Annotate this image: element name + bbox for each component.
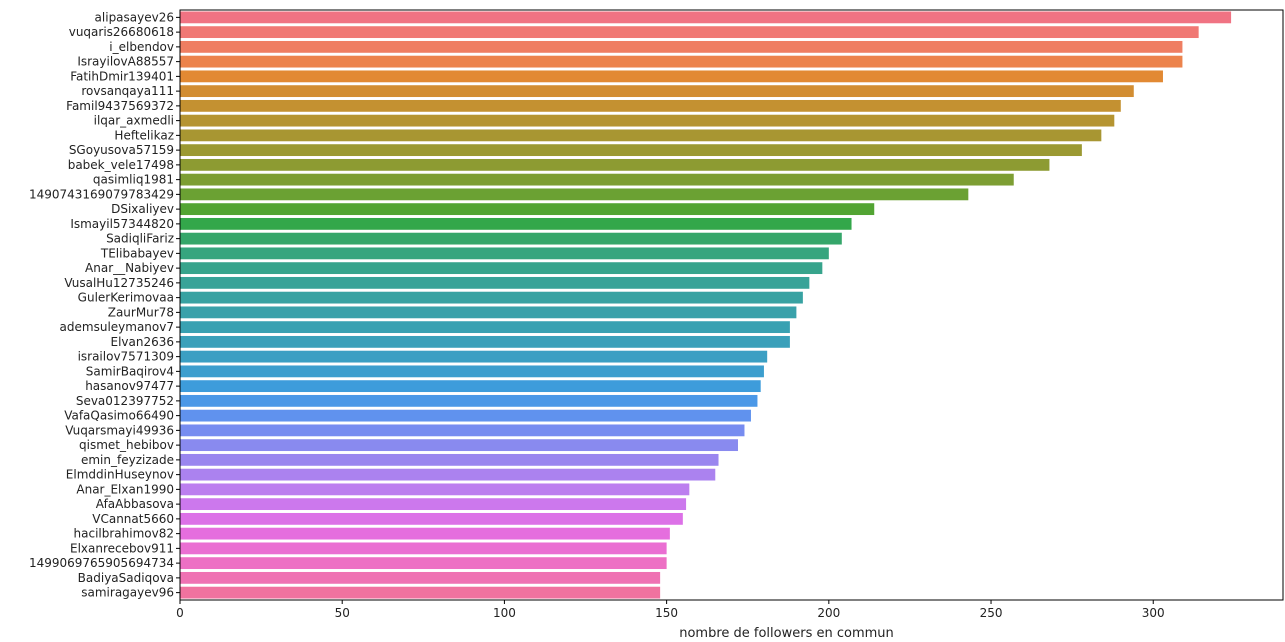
y-tick-label: qasimliq1981 <box>93 173 174 187</box>
y-tick-label: Elvan2636 <box>110 335 174 349</box>
y-tick-label: GulerKerimovaa <box>78 291 174 305</box>
y-tick-label: ElmddinHuseynov <box>66 468 174 482</box>
y-tick-label: Seva012397752 <box>76 394 174 408</box>
y-tick-label: Ismayil57344820 <box>70 217 174 231</box>
bar <box>180 380 761 393</box>
bar <box>180 571 661 584</box>
bar <box>180 40 1183 53</box>
bar <box>180 85 1134 98</box>
x-tick-label: 100 <box>493 606 516 620</box>
y-tick-label: VusalHu12735246 <box>64 276 174 290</box>
bar <box>180 394 758 407</box>
x-axis-label: nombre de followers en commun <box>679 626 894 641</box>
bar <box>180 217 852 230</box>
bar <box>180 114 1115 127</box>
y-tick-label: Famil9437569372 <box>66 99 174 113</box>
y-tick-label: VCannat5660 <box>92 512 174 526</box>
y-tick-label: rovsanqaya111 <box>81 84 174 98</box>
y-tick-label: alipasayev26 <box>95 10 174 24</box>
bar <box>180 453 719 466</box>
bar <box>180 203 875 216</box>
bar <box>180 55 1183 68</box>
bar <box>180 424 745 437</box>
bar <box>180 144 1082 157</box>
bar <box>180 365 764 378</box>
y-tick-label: TElibabayev <box>100 246 174 260</box>
x-tick-label: 300 <box>1142 606 1165 620</box>
y-tick-label: VafaQasimo66490 <box>64 409 174 423</box>
bar <box>180 350 768 363</box>
bar <box>180 158 1050 171</box>
bar <box>180 232 842 245</box>
x-tick-label: 250 <box>980 606 1003 620</box>
y-tick-label: hasanov97477 <box>85 379 174 393</box>
bar <box>180 70 1163 83</box>
bar <box>180 527 670 540</box>
bar <box>180 557 667 570</box>
y-tick-label: SGoyusova57159 <box>69 143 174 157</box>
bar <box>180 276 810 289</box>
y-tick-label: Elxanrecebov911 <box>70 541 174 555</box>
y-tick-label: ademsuleymanov7 <box>60 320 174 334</box>
y-tick-label: i_elbendov <box>109 40 174 54</box>
y-tick-label: Anar_Elxan1990 <box>76 482 174 496</box>
bar <box>180 11 1232 24</box>
bar <box>180 498 687 511</box>
x-tick-label: 150 <box>655 606 678 620</box>
y-tick-label: hacilbrahimov82 <box>74 527 174 541</box>
y-tick-label: IsrayilovA88557 <box>77 55 174 69</box>
x-tick-label: 50 <box>335 606 350 620</box>
y-tick-label: FatihDmir139401 <box>70 69 174 83</box>
y-tick-label: 1499069765905694734 <box>29 556 174 570</box>
y-tick-label: ilqar_axmedli <box>94 114 174 128</box>
bar <box>180 291 803 304</box>
y-tick-label: vuqaris26680618 <box>69 25 174 39</box>
bar <box>180 306 797 319</box>
y-tick-label: israilov7571309 <box>78 350 174 364</box>
bar <box>180 247 829 260</box>
bar <box>180 542 667 555</box>
bar <box>180 26 1199 39</box>
x-tick-labels: 0 50 100 150 200 250 300 <box>176 600 1165 620</box>
y-tick-label: qismet_hebibov <box>79 438 174 452</box>
y-tick-label: BadiyaSadiqova <box>78 571 174 585</box>
x-tick-label: 0 <box>176 606 184 620</box>
y-tick-label: SadiqliFariz <box>106 232 174 246</box>
bar-group <box>180 11 1232 599</box>
bar <box>180 439 738 452</box>
bar <box>180 512 683 525</box>
y-tick-label: Vuqarsmayi49936 <box>65 423 174 437</box>
bar <box>180 262 823 275</box>
bar <box>180 483 690 496</box>
y-tick-label: AfaAbbasova <box>96 497 174 511</box>
bar <box>180 321 790 334</box>
bar <box>180 335 790 348</box>
bar <box>180 409 751 422</box>
y-tick-label: SamirBaqirov4 <box>86 364 174 378</box>
y-tick-label: ZaurMur78 <box>108 305 174 319</box>
bar <box>180 188 969 201</box>
y-tick-label: samiragayev96 <box>81 586 174 600</box>
bar <box>180 586 661 599</box>
y-tick-label: 1490743169079783429 <box>29 187 174 201</box>
y-tick-label: babek_vele17498 <box>68 158 174 172</box>
bar <box>180 129 1102 142</box>
bar <box>180 99 1121 112</box>
y-tick-label: Heftelikaz <box>114 128 174 142</box>
x-tick-label: 200 <box>817 606 840 620</box>
bar <box>180 173 1014 186</box>
y-tick-label: emin_feyzizade <box>81 453 174 467</box>
plot-frame <box>179 9 1284 601</box>
y-tick-label: DSixaliyev <box>111 202 174 216</box>
y-tick-labels: alipasayev26vuqaris26680618i_elbendovIsr… <box>29 10 180 600</box>
y-tick-label: Anar__Nabiyev <box>85 261 174 275</box>
bar <box>180 468 716 481</box>
